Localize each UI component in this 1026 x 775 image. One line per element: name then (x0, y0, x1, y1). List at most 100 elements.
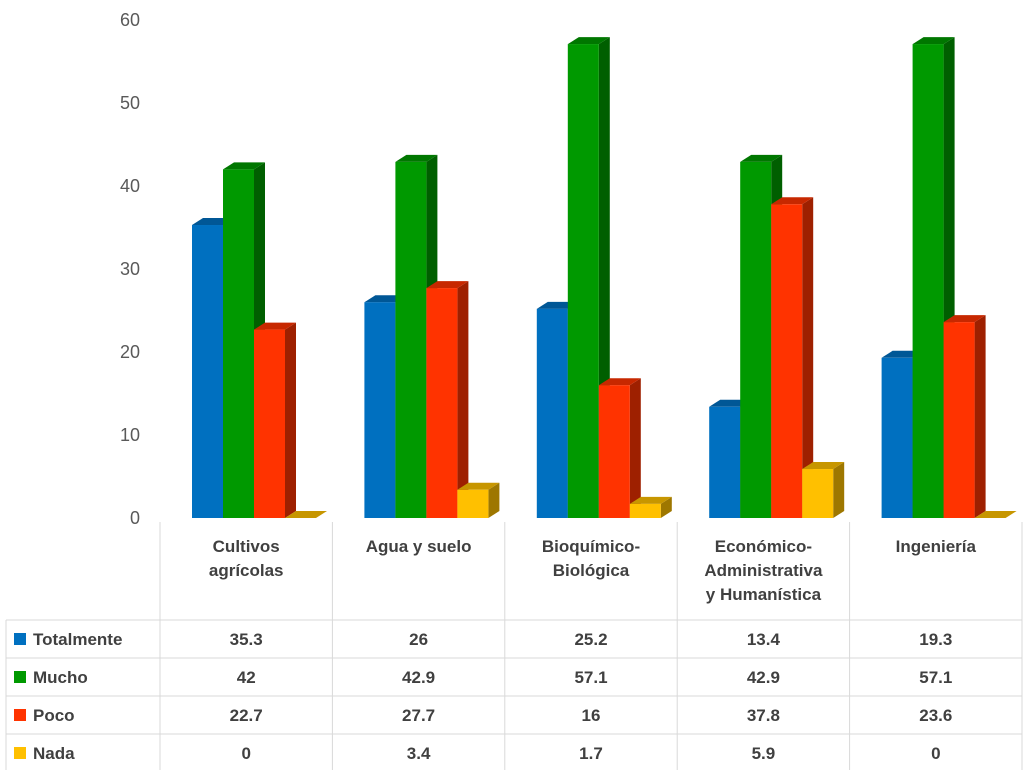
data-value: 42.9 (402, 668, 435, 687)
data-value: 5.9 (752, 744, 776, 763)
bar-front-face (395, 161, 427, 518)
bar-poco (771, 197, 814, 518)
bar-front-face (426, 288, 458, 518)
data-value: 35.3 (230, 630, 263, 649)
data-value: 13.4 (747, 630, 781, 649)
y-tick-label: 40 (120, 176, 140, 196)
data-value: 25.2 (574, 630, 607, 649)
bar-front-face (598, 385, 630, 518)
bar-top-face (740, 154, 783, 162)
bar-side-face (285, 322, 296, 518)
legend-key-poco (14, 709, 26, 721)
y-tick-label: 60 (120, 10, 140, 30)
bar-top-face (426, 281, 469, 289)
legend-key-mucho (14, 671, 26, 683)
series-name-mucho: Mucho (33, 668, 88, 687)
bar-front-face (802, 469, 834, 518)
bar-top-face (395, 154, 438, 162)
bar-front-face (943, 322, 975, 518)
y-tick-label: 50 (120, 93, 140, 113)
series-name-nada: Nada (33, 744, 75, 763)
bars-group (192, 37, 1017, 518)
y-tick-label: 30 (120, 259, 140, 279)
data-value: 26 (409, 630, 428, 649)
series-name-totalmente: Totalmente (33, 630, 122, 649)
bar-top-face (223, 162, 265, 170)
bar-poco (254, 322, 296, 518)
category-label: Agua y suelo (366, 537, 472, 556)
bar-front-face (912, 44, 944, 518)
category-label-line: agrícolas (209, 561, 284, 580)
bar-front-face (709, 406, 741, 518)
bar-side-face (629, 378, 641, 518)
bar-poco (943, 315, 986, 518)
category-label-line: Agua y suelo (366, 537, 472, 556)
category-label-line: Económico- (715, 537, 812, 556)
bar-side-face (457, 281, 469, 518)
bar-side-face (802, 197, 814, 518)
data-value: 3.4 (407, 744, 431, 763)
y-tick-label: 0 (130, 508, 140, 528)
category-label-line: Biológica (553, 561, 630, 580)
bar-top-face (974, 511, 1017, 518)
bar-nada (457, 482, 500, 518)
bar-nada (629, 496, 672, 518)
bar-top-face (629, 496, 672, 504)
bar-top-face (802, 462, 845, 470)
bar-front-face (223, 169, 254, 518)
bar-front-face (881, 357, 913, 518)
data-value: 1.7 (579, 744, 603, 763)
bar-top-face (598, 378, 641, 386)
category-label: Cultivos agrícolas (209, 537, 284, 580)
category-label-line: Ingeniería (896, 537, 977, 556)
data-value: 42.9 (747, 668, 780, 687)
bar-front-face (629, 503, 661, 518)
bar-nada (285, 511, 327, 518)
bar-side-face (488, 482, 500, 518)
bar-poco (426, 281, 469, 518)
bar-mucho (395, 154, 438, 518)
data-value: 57.1 (574, 668, 607, 687)
bar-front-face (457, 489, 489, 518)
bar-top-face (771, 197, 814, 205)
bar-front-face (364, 302, 396, 518)
bar-top-face (912, 37, 955, 45)
bar-front-face (771, 204, 803, 518)
data-value: 42 (237, 668, 256, 687)
category-label: Ingeniería (896, 537, 977, 556)
data-value: 27.7 (402, 706, 435, 725)
category-label: Bioquímico- Biológica (542, 537, 640, 580)
bar-front-face (192, 225, 223, 518)
data-value: 16 (582, 706, 601, 725)
bar-top-face (254, 322, 296, 330)
bar-nada (974, 511, 1017, 518)
category-label: Económico- Administrativa y Humanística (704, 537, 823, 604)
bar-top-face (285, 511, 327, 518)
bar-top-face (567, 37, 610, 45)
data-value: 23.6 (919, 706, 952, 725)
data-table-grid (5, 522, 1023, 773)
category-label-line: y Humanística (706, 585, 822, 604)
legend-key-totalmente (14, 633, 26, 645)
legend-key-nada (14, 747, 26, 759)
bar-front-face (740, 161, 772, 518)
data-value: 0 (241, 744, 250, 763)
data-value: 0 (931, 744, 940, 763)
y-tick-label: 20 (120, 342, 140, 362)
category-label-line: Bioquímico- (542, 537, 640, 556)
bar-side-face (833, 462, 845, 518)
data-value: 19.3 (919, 630, 952, 649)
data-value: 22.7 (230, 706, 263, 725)
category-label-line: Cultivos (213, 537, 280, 556)
bar-top-face (457, 482, 500, 490)
bar-front-face (567, 44, 599, 518)
bar-side-face (660, 496, 672, 518)
category-label-line: Administrativa (704, 561, 823, 580)
series-name-poco: Poco (33, 706, 75, 725)
y-tick-label: 10 (120, 425, 140, 445)
bar-front-face (536, 308, 568, 518)
bar-front-face (254, 329, 285, 518)
bar-top-face (943, 315, 986, 323)
